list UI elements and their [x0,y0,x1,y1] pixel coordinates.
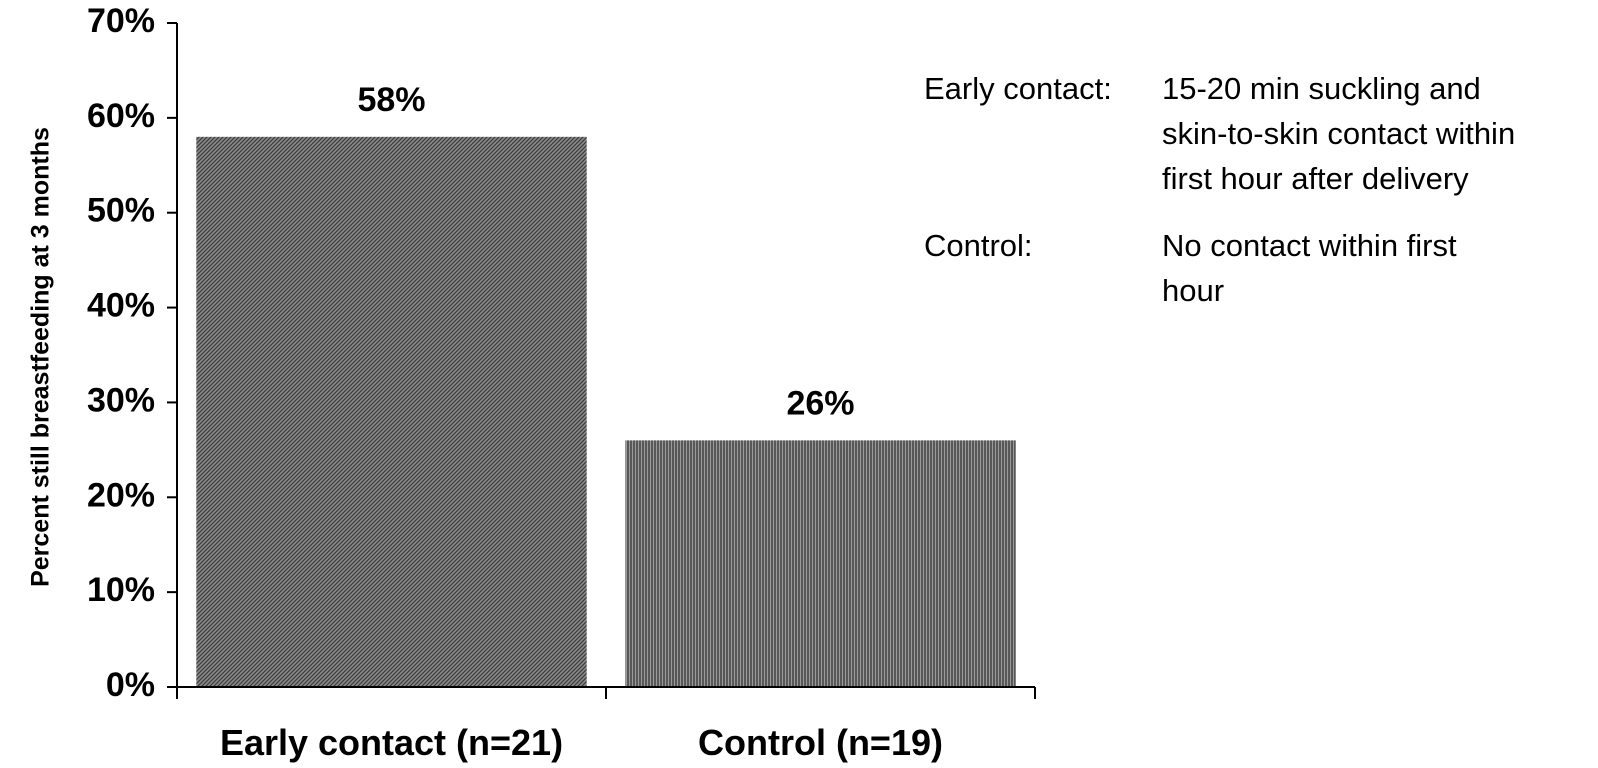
x-category-label: Early contact (n=21) [220,722,563,763]
y-tick-label: 0% [106,666,155,704]
bar-control [625,440,1016,687]
y-tick-label: 40% [87,287,155,325]
note-control-line-2: hour [1162,273,1225,308]
note-early-contact-term: Early contact: [924,71,1112,106]
note-control-term: Control: [924,228,1033,263]
note-early-contact-line-3: first hour after delivery [1162,161,1469,196]
y-tick-label: 30% [87,381,155,419]
y-axis-label: Percent still breastfeeding at 3 months [27,127,55,587]
y-tick-label: 60% [87,97,155,135]
y-tick-label: 70% [87,2,155,40]
note-early-contact-line-1: 15-20 min suckling and [1162,71,1481,106]
x-category-label: Control (n=19) [698,722,943,763]
data-labels: 58% 26% [357,81,854,423]
x-axis-categories: Early contact (n=21) Control (n=19) [176,687,1036,763]
data-label: 26% [786,384,854,422]
bars [196,136,1016,688]
bar-early-contact [196,136,587,688]
data-label: 58% [357,81,425,119]
y-tick-label: 10% [87,571,155,609]
y-tick-label: 50% [87,192,155,230]
y-axis-ticks: 0% 10% 20% 30% 40% 50% 60% 70% [87,2,177,704]
note-control-line-1: No contact within first [1162,228,1457,263]
note-early-contact-line-2: skin-to-skin contact within [1162,116,1516,151]
y-tick-label: 20% [87,476,155,514]
